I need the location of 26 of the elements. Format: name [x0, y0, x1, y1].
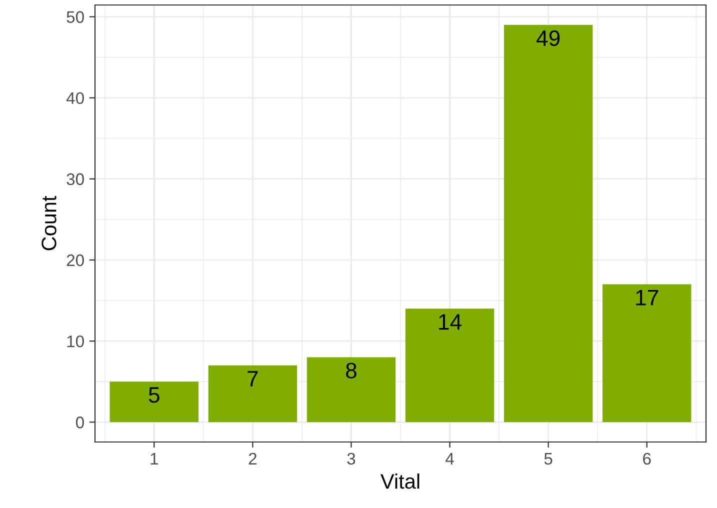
data-label: 14 — [439, 314, 462, 330]
x-tick-label: 4 — [446, 453, 454, 464]
bar — [306, 357, 396, 422]
bar — [602, 284, 692, 422]
bar — [110, 382, 198, 422]
bar — [504, 24, 593, 422]
data-label: 49 — [536, 30, 560, 46]
x-tick-label: 2 — [248, 452, 256, 464]
x-axis-title: Vital — [380, 474, 420, 489]
x-tick-label: 6 — [643, 452, 651, 465]
y-tick-label: 30 — [66, 173, 84, 186]
y-axis-title: Count — [42, 196, 56, 250]
y-tick-label: 0 — [76, 416, 84, 428]
x-tick-label: 3 — [347, 452, 356, 465]
y-tick-label: 50 — [66, 11, 84, 23]
data-label: 8 — [346, 362, 356, 378]
x-tick-label: 5 — [544, 453, 552, 465]
bar — [208, 365, 298, 422]
x-tick-label: 1 — [150, 453, 158, 464]
data-label: 5 — [148, 387, 160, 403]
y-tick-label: 20 — [66, 254, 84, 266]
data-label: 17 — [636, 290, 658, 306]
y-tick-label: 10 — [67, 335, 84, 348]
bar — [405, 308, 494, 422]
y-tick-label: 40 — [66, 92, 84, 104]
data-label: 7 — [248, 371, 258, 386]
